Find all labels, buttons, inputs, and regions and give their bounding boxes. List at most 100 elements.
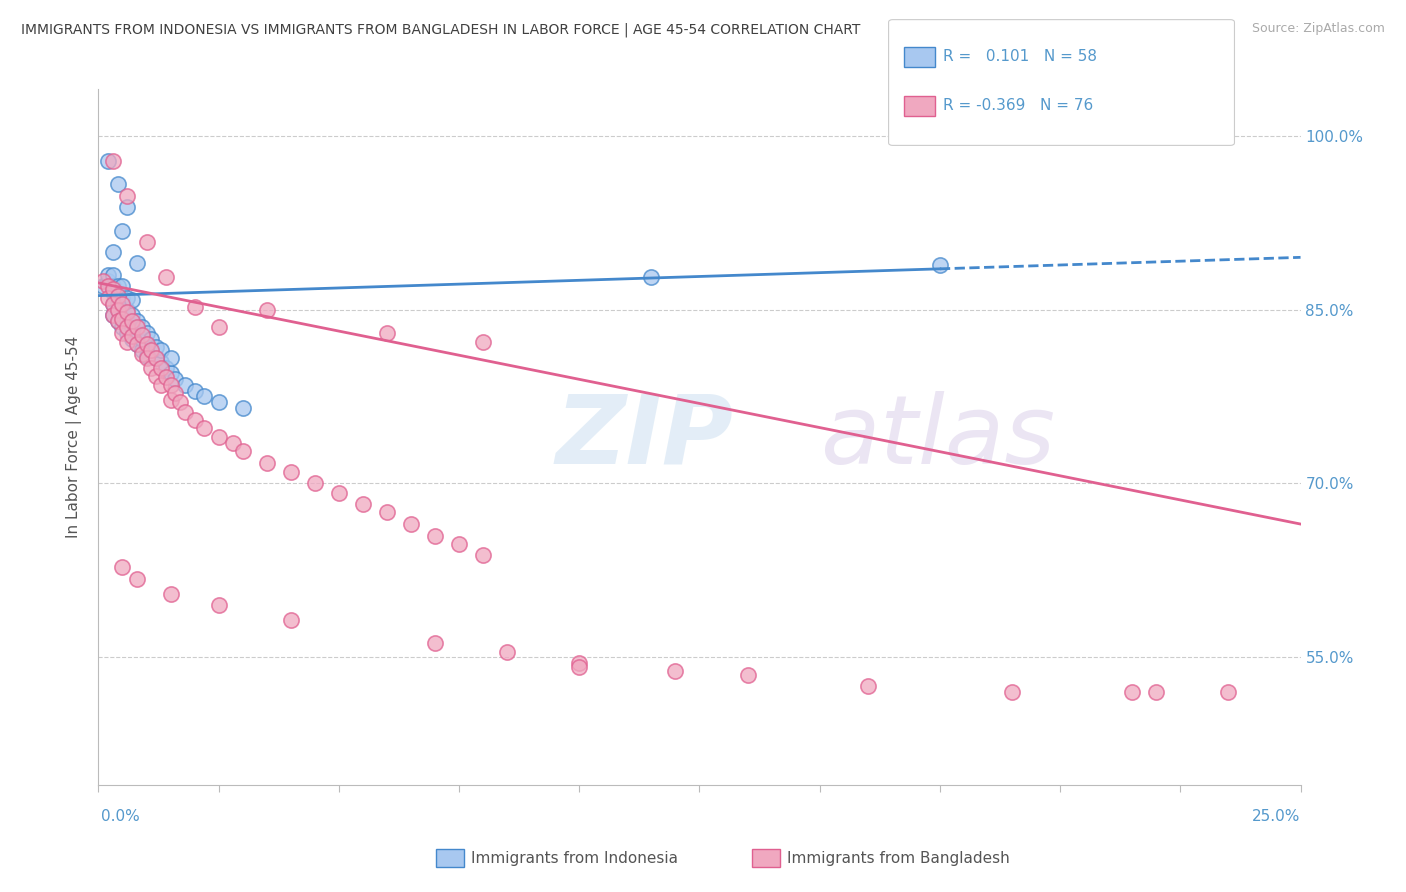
- Point: [159, 392, 181, 407]
- Point: [101, 279, 124, 293]
- Point: [149, 360, 172, 375]
- Point: [107, 314, 129, 328]
- Point: [97, 154, 120, 169]
- Point: [101, 309, 124, 323]
- Point: [97, 273, 120, 287]
- Point: [737, 667, 759, 681]
- Point: [193, 421, 215, 435]
- Point: [111, 291, 134, 305]
- Point: [101, 296, 124, 311]
- Point: [352, 497, 374, 511]
- Point: [183, 300, 205, 314]
- Point: [149, 343, 172, 358]
- Point: [121, 309, 143, 323]
- Point: [145, 351, 167, 366]
- Point: [256, 302, 278, 317]
- Text: 0.0%: 0.0%: [101, 809, 141, 823]
- Point: [155, 360, 177, 375]
- Point: [111, 296, 134, 311]
- Point: [111, 279, 134, 293]
- Point: [131, 343, 153, 358]
- Point: [125, 314, 148, 328]
- Point: [141, 360, 163, 375]
- Point: [121, 332, 143, 346]
- Point: [145, 351, 167, 366]
- Point: [280, 465, 302, 479]
- Point: [375, 326, 398, 340]
- Point: [159, 351, 181, 366]
- Point: [155, 270, 177, 285]
- Point: [169, 395, 191, 409]
- Point: [155, 369, 177, 384]
- Point: [135, 349, 157, 363]
- Point: [101, 296, 124, 311]
- Point: [141, 332, 163, 346]
- Point: [145, 368, 167, 383]
- Text: R =   0.101   N = 58: R = 0.101 N = 58: [943, 49, 1098, 63]
- Point: [117, 320, 139, 334]
- Point: [131, 332, 153, 346]
- Text: atlas: atlas: [820, 391, 1054, 483]
- Point: [165, 372, 187, 386]
- Point: [159, 377, 181, 392]
- Point: [208, 395, 231, 409]
- Point: [208, 430, 231, 444]
- Text: ZIP: ZIP: [555, 391, 733, 483]
- Point: [375, 505, 398, 519]
- Point: [117, 302, 139, 317]
- Point: [111, 300, 134, 314]
- Point: [159, 587, 181, 601]
- Point: [117, 201, 139, 215]
- Point: [174, 377, 197, 392]
- Point: [135, 326, 157, 340]
- Point: [222, 436, 245, 450]
- Point: [107, 314, 129, 328]
- Point: [256, 456, 278, 470]
- Point: [117, 334, 139, 349]
- Point: [125, 572, 148, 586]
- Point: [640, 270, 662, 285]
- Point: [111, 224, 134, 238]
- Point: [117, 326, 139, 340]
- Point: [856, 680, 879, 694]
- Y-axis label: In Labor Force | Age 45-54: In Labor Force | Age 45-54: [66, 336, 83, 538]
- Point: [125, 326, 148, 340]
- Text: Immigrants from Bangladesh: Immigrants from Bangladesh: [787, 851, 1010, 865]
- Point: [131, 328, 153, 343]
- Point: [111, 320, 134, 334]
- Point: [125, 320, 148, 334]
- Text: Immigrants from Indonesia: Immigrants from Indonesia: [471, 851, 678, 865]
- Point: [1144, 685, 1167, 699]
- Point: [111, 310, 134, 325]
- Text: 25.0%: 25.0%: [1253, 809, 1301, 823]
- Point: [165, 386, 187, 401]
- Point: [125, 337, 148, 351]
- Point: [149, 354, 172, 368]
- Point: [232, 444, 254, 458]
- Text: Source: ZipAtlas.com: Source: ZipAtlas.com: [1251, 22, 1385, 36]
- Point: [91, 279, 114, 293]
- Point: [121, 314, 143, 328]
- Point: [117, 314, 139, 328]
- Text: IMMIGRANTS FROM INDONESIA VS IMMIGRANTS FROM BANGLADESH IN LABOR FORCE | AGE 45-: IMMIGRANTS FROM INDONESIA VS IMMIGRANTS …: [21, 22, 860, 37]
- Point: [141, 343, 163, 358]
- Point: [280, 613, 302, 627]
- Point: [141, 343, 163, 358]
- Point: [121, 320, 143, 334]
- Point: [208, 320, 231, 334]
- Point: [159, 366, 181, 380]
- Point: [101, 154, 124, 169]
- Point: [125, 337, 148, 351]
- Point: [121, 293, 143, 308]
- Point: [1218, 685, 1240, 699]
- Point: [1121, 685, 1143, 699]
- Point: [97, 279, 120, 293]
- Point: [121, 329, 143, 343]
- Point: [568, 657, 591, 671]
- Point: [101, 285, 124, 300]
- Point: [928, 259, 950, 273]
- Point: [97, 268, 120, 282]
- Point: [135, 337, 157, 351]
- Point: [135, 235, 157, 250]
- Point: [101, 268, 124, 282]
